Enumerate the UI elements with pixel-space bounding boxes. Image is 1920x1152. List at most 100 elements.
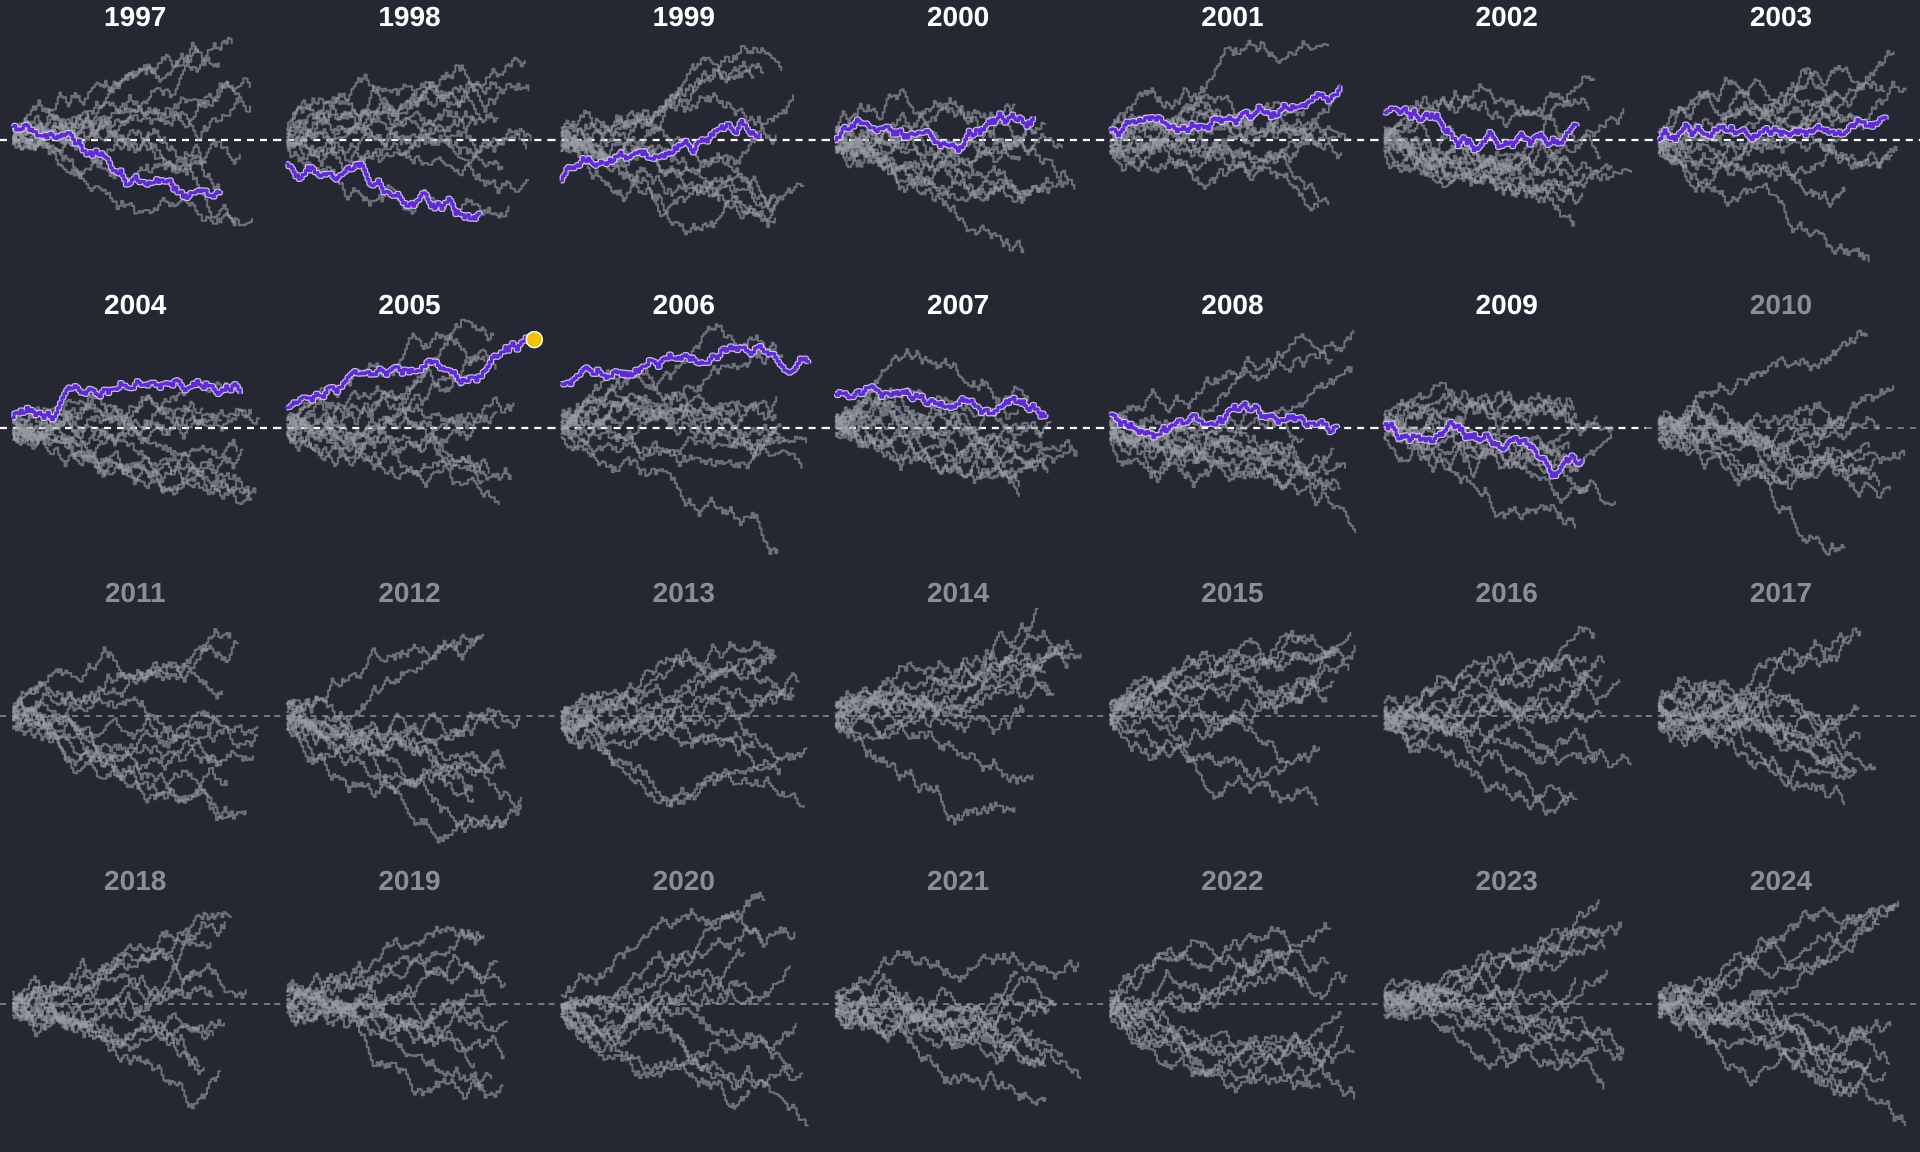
background-series [286, 348, 497, 430]
highlight-series [1657, 115, 1888, 142]
background-series [286, 403, 498, 468]
panel-2010: 2010 [1645, 289, 1920, 556]
background-series [834, 141, 1025, 254]
panel-title: 2012 [378, 577, 440, 608]
background-series [1657, 711, 1877, 771]
background-series [12, 711, 258, 763]
background-series [560, 323, 784, 431]
background-series [1657, 686, 1848, 774]
background-series [834, 137, 1018, 194]
background-series [1109, 87, 1305, 139]
background-series [1657, 423, 1870, 477]
background-series [560, 368, 742, 428]
background-series [560, 718, 808, 808]
background-series [286, 56, 526, 139]
background-series [1657, 385, 1895, 435]
background-series [834, 970, 1018, 1027]
background-series [560, 704, 783, 762]
background-series [12, 1006, 222, 1110]
panel-2004: 2004 [0, 289, 275, 505]
background-series [1383, 705, 1570, 806]
background-series [1657, 635, 1849, 708]
background-series [286, 726, 522, 844]
background-series [1383, 75, 1595, 149]
background-series [560, 428, 779, 555]
background-series [1109, 996, 1356, 1100]
background-series [834, 658, 1046, 716]
background-series [834, 662, 1055, 711]
background-series [834, 426, 1020, 497]
highlight-series [1109, 401, 1339, 440]
background-series [1109, 645, 1356, 721]
background-series [560, 925, 796, 1016]
background-series [834, 994, 1034, 1053]
background-series [12, 117, 207, 180]
panel-title: 2010 [1750, 289, 1812, 320]
panel-2020: 2020 [548, 865, 823, 1127]
panel-1999: 1999 [548, 1, 823, 236]
highlight-series [1383, 419, 1584, 479]
background-series [12, 427, 244, 492]
panel-title: 2005 [378, 289, 440, 320]
background-series [1109, 632, 1306, 726]
background-series [286, 985, 492, 1040]
background-series [560, 427, 808, 458]
panel-2017: 2017 [1645, 577, 1920, 806]
background-series [1657, 1004, 1906, 1127]
panel-title: 2023 [1476, 865, 1538, 896]
background-series [12, 938, 212, 1032]
background-series [1657, 429, 1846, 556]
background-series [834, 1008, 1082, 1080]
background-series [1383, 985, 1571, 1040]
panel-2008: 2008 [1097, 289, 1372, 533]
panel-title: 2001 [1201, 1, 1263, 32]
panel-2024: 2024 [1645, 865, 1920, 1127]
panel-2007: 2007 [822, 289, 1098, 497]
background-series [1383, 921, 1622, 1020]
background-series [1383, 128, 1613, 189]
end-marker [525, 330, 544, 349]
background-series [1657, 138, 1893, 182]
background-series [834, 646, 1069, 734]
background-series [1383, 997, 1599, 1071]
background-series [286, 374, 471, 437]
background-series [1657, 147, 1846, 208]
background-series [560, 138, 752, 220]
background-series [1383, 650, 1587, 728]
background-series [1383, 994, 1605, 1090]
background-series [1657, 415, 1876, 490]
background-series [1657, 402, 1880, 462]
background-series [286, 959, 506, 998]
background-series [12, 411, 253, 505]
panel-title: 2009 [1476, 289, 1538, 320]
highlight-series [12, 378, 242, 422]
highlight-series [12, 123, 222, 200]
panel-2013: 2013 [548, 577, 823, 808]
panel-2005: 2005 [274, 289, 549, 505]
panel-2016: 2016 [1371, 577, 1646, 816]
background-series [1109, 948, 1295, 1027]
panel-title: 2008 [1201, 289, 1263, 320]
background-series [12, 132, 253, 227]
background-series [12, 962, 247, 1015]
background-series [1383, 991, 1625, 1055]
background-series [1109, 1013, 1355, 1067]
background-series [12, 921, 226, 1022]
background-series [286, 987, 493, 1088]
background-series [834, 415, 1049, 479]
panel-1997: 1997 [0, 1, 275, 227]
background-series [560, 908, 764, 999]
background-series [560, 965, 791, 1028]
background-series [1109, 430, 1304, 484]
panel-title: 2021 [927, 865, 989, 896]
background-series [834, 386, 1045, 439]
background-series [834, 128, 1063, 167]
background-series [1109, 648, 1331, 709]
panel-title: 2011 [105, 577, 166, 608]
background-series [560, 659, 800, 715]
background-series [1657, 329, 1868, 429]
background-series [286, 108, 499, 172]
background-series [1109, 1009, 1342, 1062]
background-series [834, 397, 1046, 471]
